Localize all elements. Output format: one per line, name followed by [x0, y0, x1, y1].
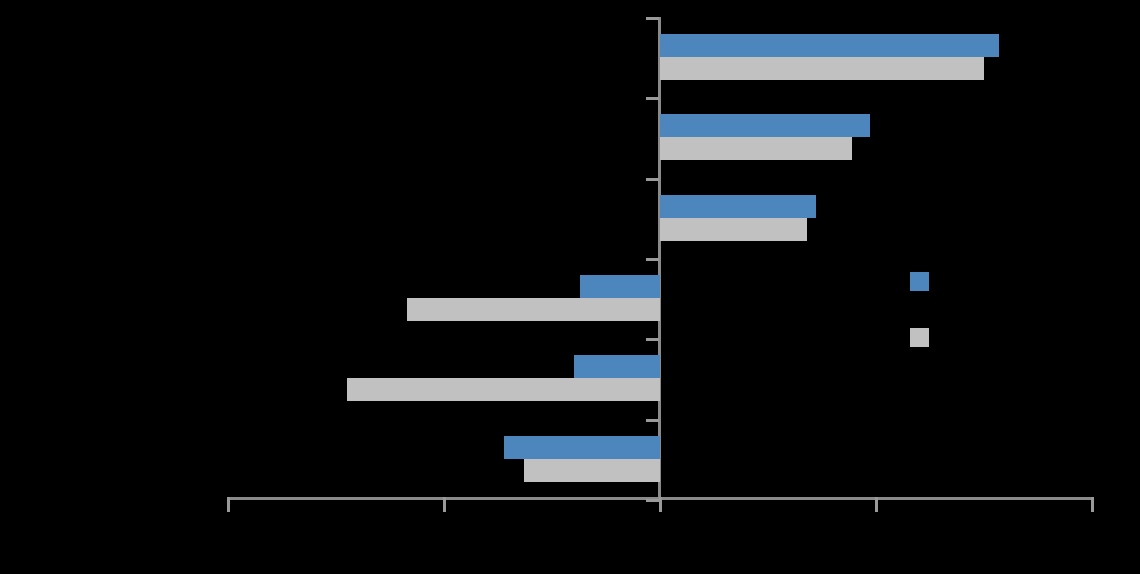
bar-gray-series-cat3 — [660, 218, 807, 241]
bar-blue-series-cat5 — [574, 355, 660, 378]
bar-gray-series-cat6 — [524, 459, 660, 482]
legend-swatch-blue-series — [910, 272, 929, 291]
y-axis-tick — [646, 178, 659, 181]
y-axis-tick — [646, 499, 659, 502]
y-axis-line — [658, 17, 661, 500]
y-axis-tick — [646, 258, 659, 261]
legend-swatch-gray-series — [910, 328, 929, 347]
bar-gray-series-cat5 — [347, 378, 660, 401]
x-axis-tick — [875, 497, 878, 512]
bar-blue-series-cat4 — [580, 275, 660, 298]
bar-gray-series-cat4 — [407, 298, 660, 321]
bar-blue-series-cat1 — [660, 34, 999, 57]
y-axis-tick — [646, 97, 659, 100]
x-axis-tick — [1091, 497, 1094, 512]
bar-gray-series-cat2 — [660, 137, 852, 160]
x-axis-tick — [659, 497, 662, 512]
y-axis-tick — [646, 17, 659, 20]
y-axis-tick — [646, 419, 659, 422]
bar-blue-series-cat6 — [504, 436, 660, 459]
bar-blue-series-cat2 — [660, 114, 870, 137]
y-axis-tick — [646, 338, 659, 341]
x-axis-tick — [443, 497, 446, 512]
bar-blue-series-cat3 — [660, 195, 816, 218]
x-axis-tick — [227, 497, 230, 512]
bar-gray-series-cat1 — [660, 57, 984, 80]
